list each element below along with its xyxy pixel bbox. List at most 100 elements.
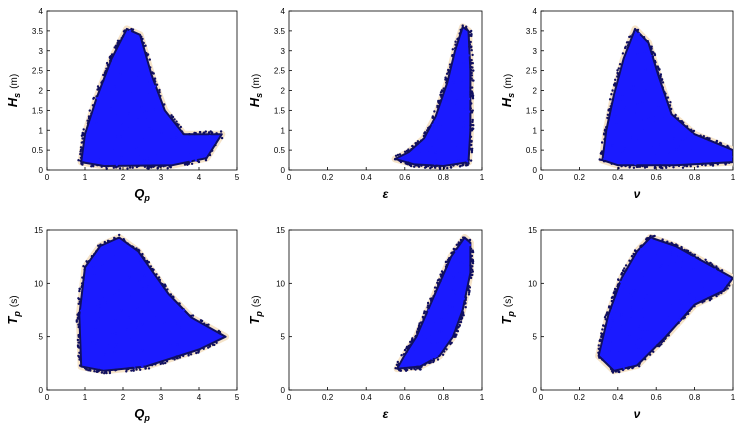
data-point xyxy=(415,331,419,335)
data-point xyxy=(687,256,690,259)
data-point xyxy=(220,136,224,140)
data-point xyxy=(601,150,605,153)
data-point xyxy=(108,79,112,83)
data-point xyxy=(650,53,654,56)
data-point xyxy=(169,343,172,346)
data-point xyxy=(652,145,655,149)
data-point xyxy=(599,158,603,162)
data-point xyxy=(437,101,440,104)
data-point xyxy=(640,248,643,251)
data-point xyxy=(733,153,735,155)
data-point xyxy=(422,317,425,321)
data-point xyxy=(657,143,660,146)
data-point xyxy=(630,88,633,92)
data-point xyxy=(128,29,132,33)
scatter-points xyxy=(77,25,226,170)
data-point xyxy=(454,248,457,251)
data-point xyxy=(602,160,606,163)
data-point xyxy=(130,369,133,372)
x-tick-label: 0 xyxy=(287,173,292,182)
data-point xyxy=(187,162,190,165)
data-point xyxy=(674,124,677,127)
data-point xyxy=(715,265,718,268)
data-point xyxy=(215,132,218,135)
data-point xyxy=(97,244,100,247)
data-point xyxy=(471,79,474,82)
data-point xyxy=(675,160,679,164)
x-axis-label: ν xyxy=(634,407,641,421)
data-point xyxy=(643,51,646,55)
data-point xyxy=(451,54,454,57)
data-point xyxy=(471,53,474,57)
data-point xyxy=(445,72,449,76)
data-point xyxy=(77,323,80,326)
data-point xyxy=(120,47,124,50)
data-point xyxy=(468,43,472,46)
data-point xyxy=(148,58,151,61)
data-point xyxy=(463,301,467,304)
x-tick-label: 1 xyxy=(480,393,485,402)
data-point xyxy=(685,125,689,128)
data-point xyxy=(615,310,618,313)
data-point xyxy=(605,126,608,129)
data-point xyxy=(660,297,664,301)
x-tick-label: 0.6 xyxy=(651,393,663,402)
data-point xyxy=(456,99,459,102)
data-point xyxy=(458,316,462,320)
data-point xyxy=(615,121,618,124)
data-point xyxy=(160,164,163,168)
data-point xyxy=(671,302,674,305)
data-point xyxy=(76,313,79,316)
data-point xyxy=(143,112,146,115)
data-point xyxy=(621,94,624,98)
data-point xyxy=(208,153,212,157)
data-point xyxy=(108,370,112,373)
data-point xyxy=(666,334,669,337)
data-point xyxy=(143,259,146,262)
data-point xyxy=(445,263,448,267)
data-point xyxy=(611,319,615,322)
data-point xyxy=(445,265,448,269)
data-point xyxy=(467,158,470,161)
y-tick-label: 2 xyxy=(281,87,286,96)
data-point xyxy=(84,308,87,312)
data-point xyxy=(153,80,156,83)
data-point xyxy=(126,242,129,245)
data-point xyxy=(622,269,625,272)
data-point xyxy=(119,241,122,244)
data-point xyxy=(654,74,657,77)
data-point xyxy=(645,165,649,169)
data-point xyxy=(619,98,622,101)
data-point xyxy=(436,104,439,108)
data-point xyxy=(101,263,104,266)
x-axis-label: ε xyxy=(383,407,389,421)
data-point xyxy=(209,137,212,140)
y-tick-label: 10 xyxy=(276,279,285,288)
x-tick-label: 5 xyxy=(235,173,240,182)
data-point xyxy=(200,319,204,323)
data-point xyxy=(632,166,636,169)
data-point xyxy=(137,108,141,112)
data-point xyxy=(410,148,413,151)
data-point xyxy=(147,261,151,264)
data-point xyxy=(701,301,704,304)
data-point xyxy=(114,112,118,116)
data-point xyxy=(653,115,657,119)
data-point xyxy=(106,241,110,244)
data-point xyxy=(127,126,131,130)
data-point xyxy=(140,40,144,43)
data-point xyxy=(82,132,85,136)
data-point xyxy=(467,54,470,57)
data-point xyxy=(90,255,94,258)
data-point xyxy=(83,268,86,271)
data-point xyxy=(601,328,604,331)
data-point xyxy=(728,284,731,287)
data-point xyxy=(454,333,457,336)
data-point xyxy=(142,45,146,48)
data-point xyxy=(160,161,163,164)
data-point xyxy=(439,124,442,128)
data-point xyxy=(138,280,141,283)
data-point xyxy=(726,279,729,282)
y-tick-label: 10 xyxy=(528,279,537,288)
